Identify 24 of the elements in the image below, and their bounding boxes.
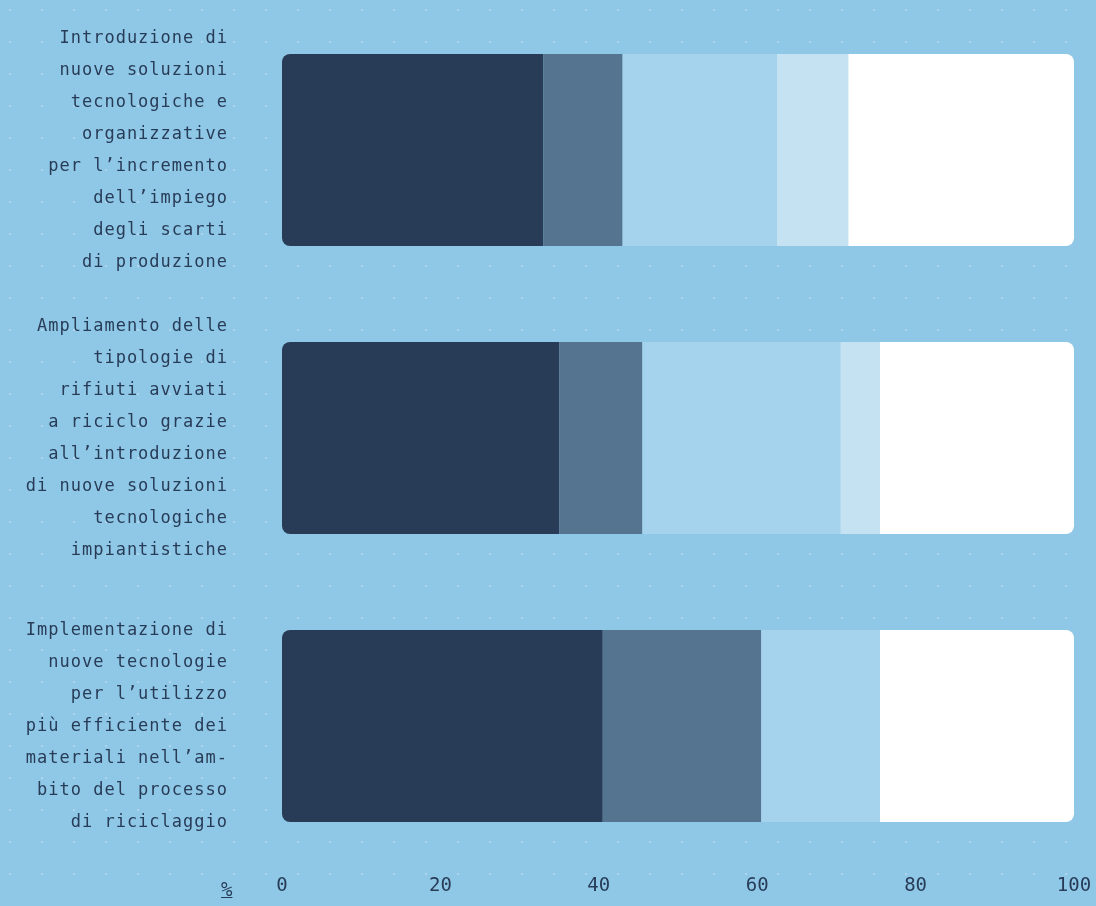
x-tick-label: 80: [904, 873, 928, 896]
x-tick-label: 20: [428, 873, 452, 896]
bar: [840, 342, 880, 534]
x-tick-label: 0: [276, 873, 288, 896]
y-tick-label: Implementazione di nuove tecnologie per l’utilizzo più efficiente dei materiali nell’am- bito del processo di riciclaggio: [25, 619, 228, 831]
y-tick-label: Introduzione di nuove soluzioni tecnologiche e organizzative per l’incremento dell’impiego degli scarti di produzione: [48, 27, 228, 271]
bar: [559, 342, 643, 534]
x-tick-label: 40: [587, 873, 611, 896]
bar: [761, 630, 880, 822]
bar: [777, 54, 849, 246]
bar: [282, 630, 603, 822]
bar: [622, 54, 777, 246]
bar: [282, 54, 544, 246]
bar: [642, 342, 841, 534]
bar: [879, 630, 1074, 822]
x-tick-label: 60: [745, 873, 769, 896]
bar: [282, 342, 560, 534]
x-tick-label: 100: [1056, 873, 1092, 896]
x-axis-title: %: [221, 878, 233, 900]
bar: [543, 54, 623, 246]
y-tick-label: Ampliamento delle tipologie di rifiuti avviati a riciclo grazie all’introduzione di nuove soluzioni tecnologiche impiantistiche: [25, 315, 228, 559]
bar: [602, 630, 762, 822]
bar: [848, 54, 1074, 246]
bar: [879, 342, 1074, 534]
